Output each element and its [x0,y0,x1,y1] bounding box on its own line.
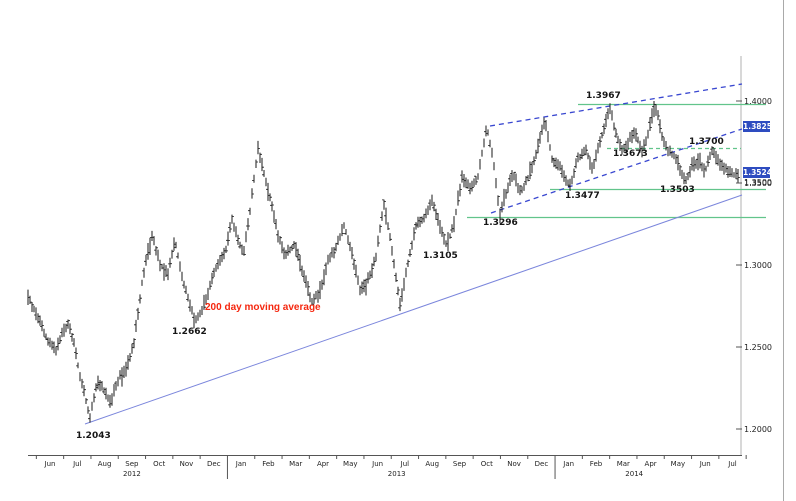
month-label: Jul [728,460,737,468]
price-annotation: 1.3477 [565,191,600,201]
price-tag-current: 1.3524 [743,167,772,178]
year-label: 2012 [122,470,141,478]
month-label: Nov [507,460,521,468]
trendline-dashed [490,128,743,214]
price-annotation: 1.3673 [613,149,648,159]
year-label: 2014 [625,470,644,478]
month-label: Aug [97,460,112,468]
month-label: Oct [480,460,493,468]
month-label: Jan [563,460,575,468]
month-label: Sep [125,460,139,468]
month-label: Sep [452,460,467,468]
window-right-border [783,0,784,501]
month-label: Feb [589,460,603,468]
month-label: Aug [425,460,440,468]
month-label: Dec [207,460,221,468]
month-label: Oct [153,460,166,468]
month-label: Nov [179,460,194,468]
y-axis-tick-label: 1.4000 [744,97,772,106]
y-axis-tick-label: 1.3500 [744,179,772,188]
price-annotation: 1.2043 [76,431,111,441]
price-annotation: 1.3296 [483,218,518,228]
y-axis-tick-label: 1.2000 [744,425,772,434]
month-label: Jul [400,460,410,468]
month-label: Jun [699,460,711,468]
trendline-solid [84,194,743,425]
price-tag-trendline: 1.3825 [743,121,772,132]
price-annotation: 1.2662 [172,327,207,337]
y-axis-tick-label: 1.2500 [744,343,772,352]
price-bar-ticks [28,104,740,420]
y-axis-tick-label-hidden: 1.3500 [744,178,772,187]
price-annotation: 1.3967 [586,91,621,101]
trendline-dashed [489,83,743,127]
month-label: Jun [372,460,384,468]
price-annotation: 1.3700 [689,137,724,147]
price-annotation: 1.3105 [423,251,458,261]
y-axis-tick-label: 1.3000 [744,261,772,270]
month-label: Feb [262,460,275,468]
month-label: Mar [616,460,630,468]
month-label: Jul [73,460,82,468]
month-label: Apr [644,460,657,468]
month-label: Jan [235,460,247,468]
month-label: Jun [44,460,56,468]
month-label: Mar [289,460,303,468]
month-label: May [670,460,686,468]
month-label: Dec [534,460,549,468]
ma-label: 200 day moving average [205,302,321,313]
price-annotation: 1.3503 [660,185,695,195]
month-label: Apr [316,460,330,468]
month-label: May [343,460,358,468]
year-label: 2013 [387,470,406,478]
